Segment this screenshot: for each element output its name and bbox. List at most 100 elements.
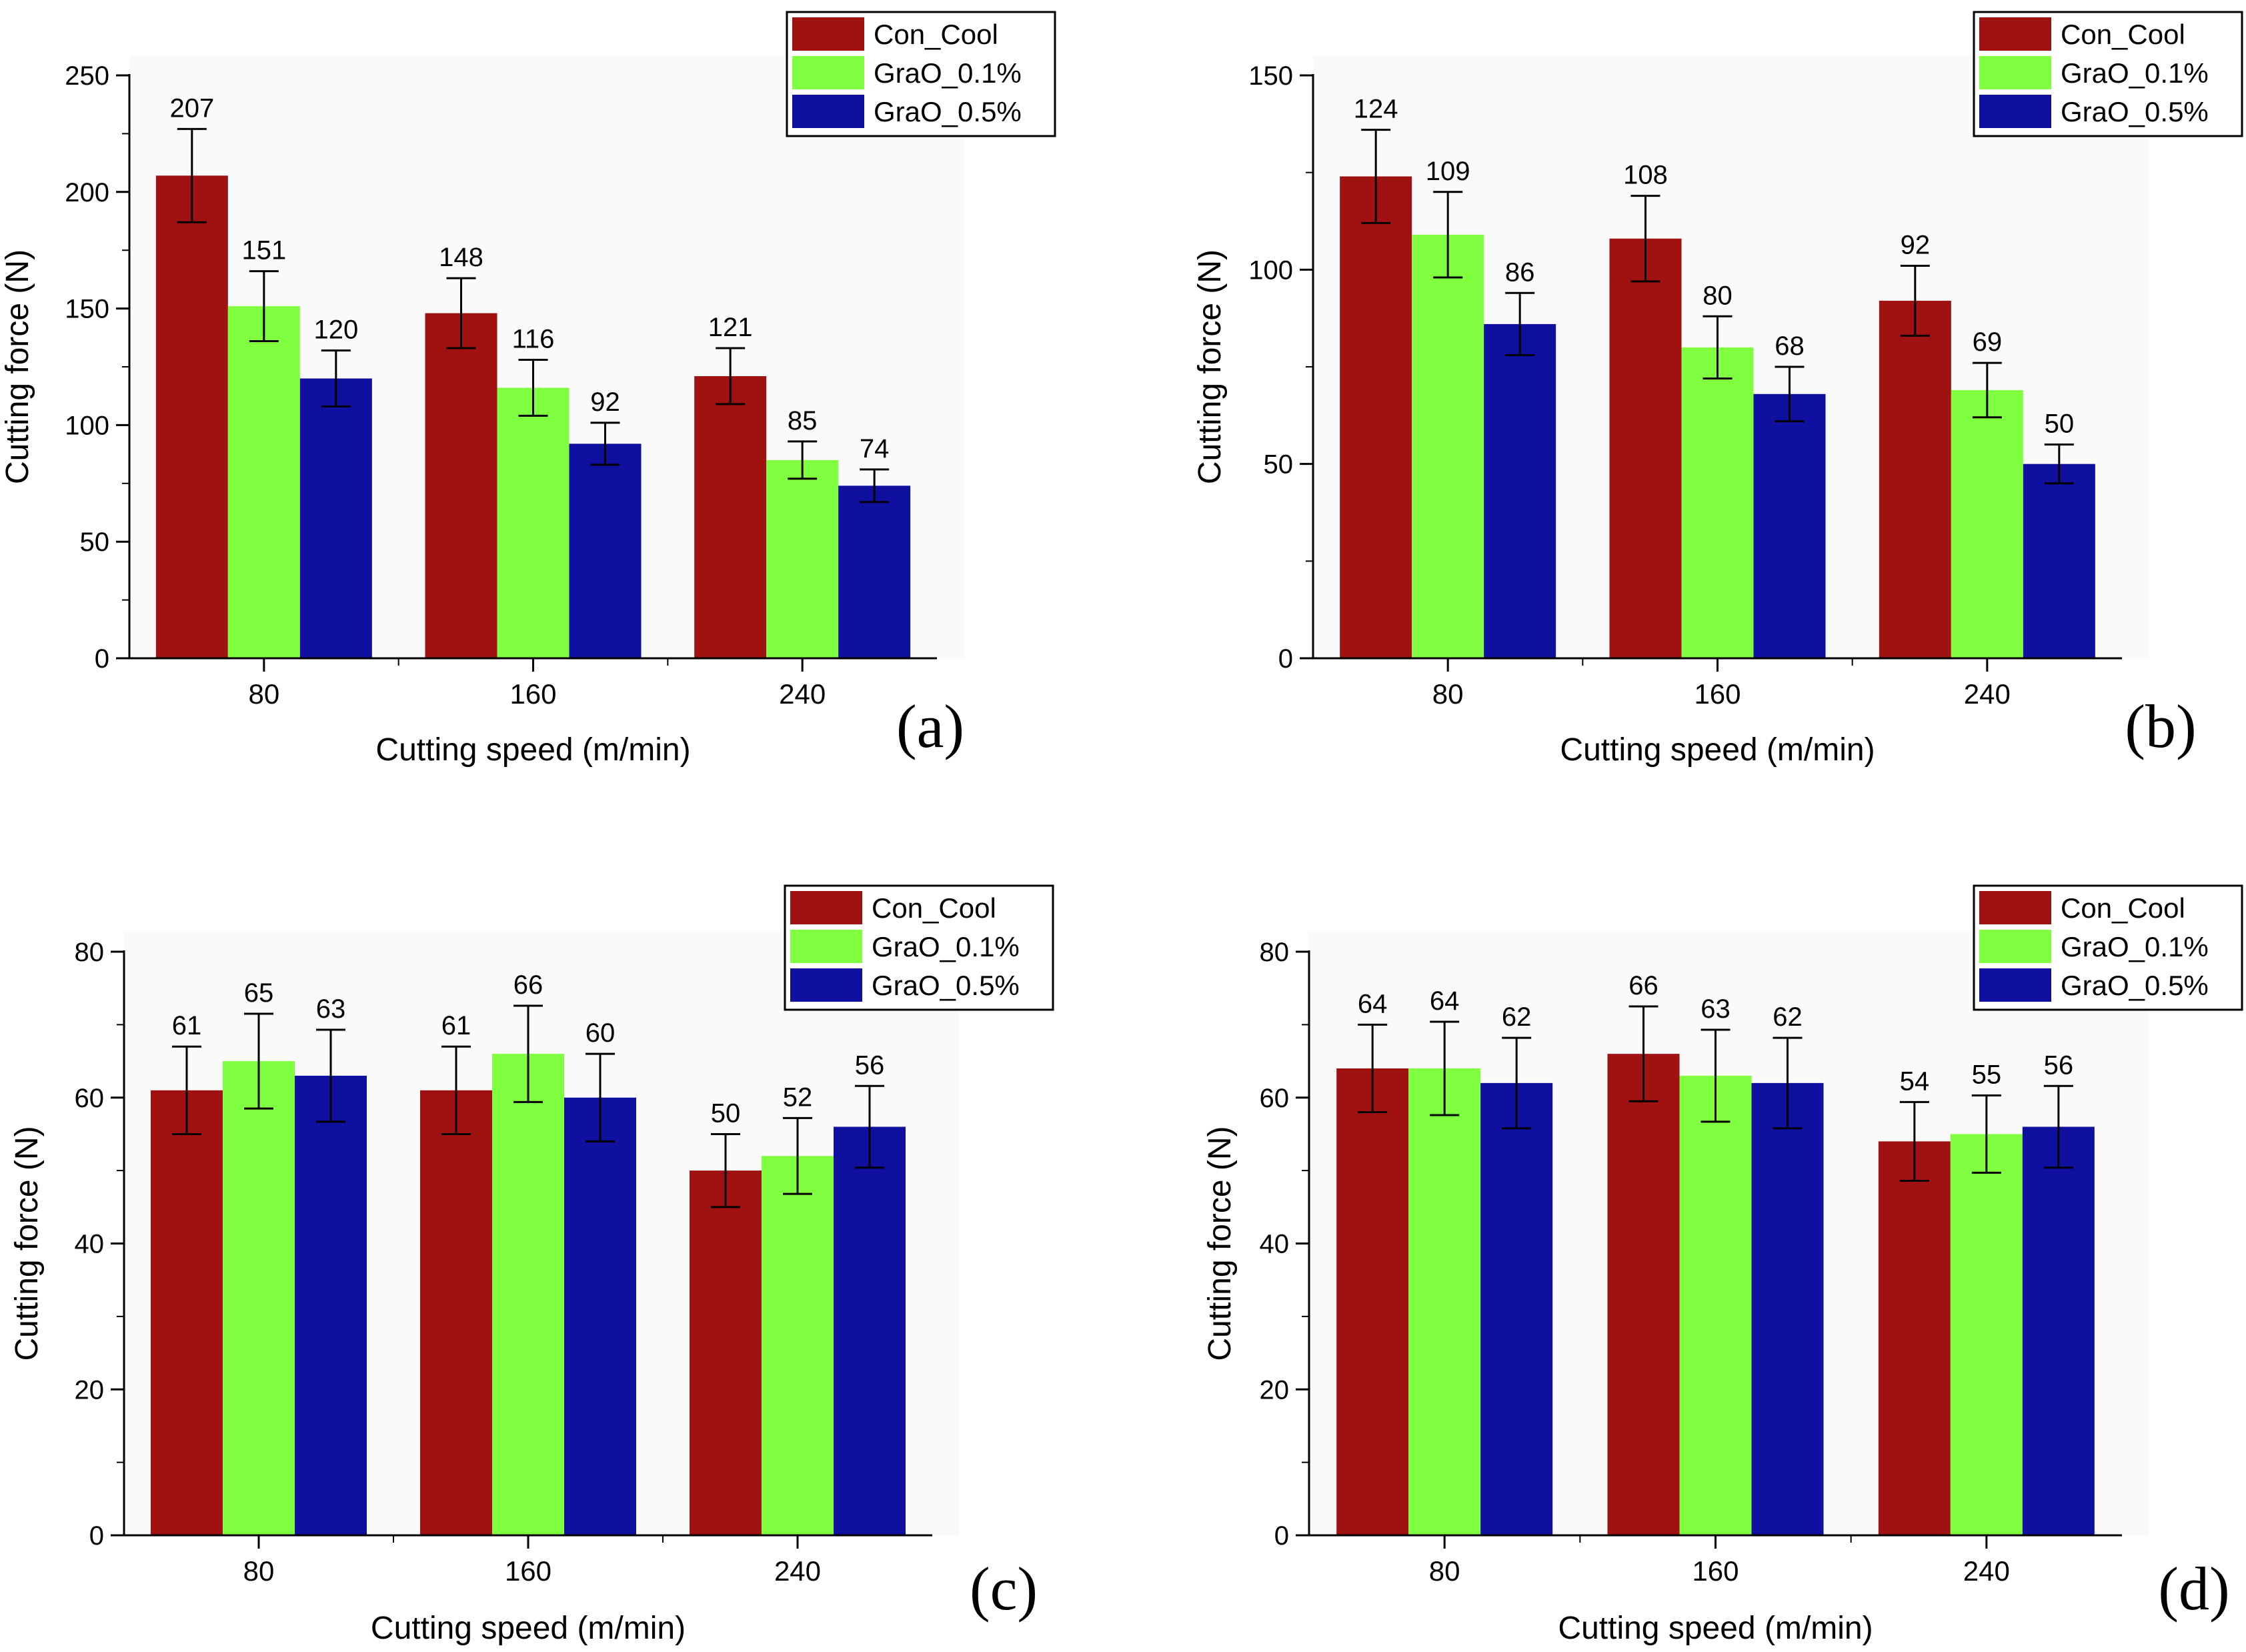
chart-panel-c: 61 61 50 65 66 52 63 60 56 0 20 40 60 80 80 160 240 Cutti…: [9, 884, 1054, 1646]
bar-grao-0-1--160: [497, 387, 570, 658]
legend-label: GraO_0.5%: [2061, 970, 2209, 1001]
y-tick-label: 200: [65, 178, 109, 207]
bar-grao-0-1--240: [1951, 389, 2023, 658]
x-tick-label: 80: [1429, 1555, 1460, 1587]
data-label: 50: [2045, 409, 2075, 439]
data-label: 151: [241, 236, 286, 265]
x-axis-title: Cutting speed (m/min): [375, 732, 690, 768]
bar-grao-0-5--160: [1753, 393, 1826, 658]
data-label: 60: [586, 1018, 616, 1048]
data-label: 68: [1775, 331, 1805, 361]
data-label: 65: [244, 978, 274, 1008]
x-tick-label: 160: [505, 1555, 551, 1587]
legend-label: GraO_0.1%: [874, 57, 1022, 89]
y-tick-label: 40: [1260, 1230, 1290, 1259]
bar-con-cool-80: [151, 1090, 223, 1535]
bar-grao-0-1--160: [1679, 1075, 1752, 1535]
x-tick-label: 240: [779, 678, 826, 710]
y-tick-label: 60: [75, 1084, 105, 1113]
y-tick-label: 50: [80, 528, 110, 557]
data-label: 62: [1502, 1002, 1532, 1032]
y-tick-label: 80: [75, 938, 105, 967]
data-label: 52: [783, 1082, 813, 1112]
bar-grao-0-1--80: [1408, 1068, 1481, 1535]
bar-grao-0-5--80: [295, 1075, 367, 1535]
x-axis-title: Cutting speed (m/min): [1560, 732, 1875, 768]
data-label: 116: [512, 325, 555, 354]
x-tick-label: 160: [1694, 678, 1741, 710]
data-label: 148: [439, 243, 483, 272]
data-label: 64: [1430, 986, 1460, 1016]
y-tick-label: 150: [65, 295, 109, 324]
x-tick-label: 160: [509, 678, 556, 710]
y-tick-label: 20: [75, 1375, 105, 1405]
legend: Con_Cool GraO_0.1% GraO_0.5%: [1973, 884, 2243, 1011]
legend-label: Con_Cool: [872, 892, 996, 924]
bar-con-cool-80: [1336, 1068, 1409, 1535]
data-label: 63: [316, 994, 346, 1024]
y-tick-label: 50: [1264, 450, 1294, 480]
bar-grao-0-5--240: [2023, 464, 2095, 658]
legend-swatch: [1979, 930, 2051, 963]
legend-label: GraO_0.1%: [2061, 57, 2209, 89]
y-tick-label: 0: [95, 644, 109, 674]
bar-grao-0-5--240: [834, 1126, 906, 1535]
y-axis-title: Cutting force (N): [1192, 249, 1228, 484]
panel-tag: (a): [896, 692, 964, 760]
legend: Con_Cool GraO_0.1% GraO_0.5%: [784, 884, 1054, 1011]
x-tick-label: 160: [1692, 1555, 1739, 1587]
panel-tag: (d): [2158, 1555, 2229, 1623]
legend-swatch: [1979, 891, 2051, 924]
panel-tag: (c): [970, 1555, 1038, 1623]
legend: Con_Cool GraO_0.1% GraO_0.5%: [786, 11, 1056, 137]
y-tick-label: 150: [1248, 61, 1293, 91]
y-axis-title: Cutting force (N): [9, 1126, 45, 1361]
legend-label: Con_Cool: [2061, 19, 2185, 50]
y-tick-label: 80: [1260, 938, 1290, 967]
legend-label: GraO_0.5%: [2061, 96, 2209, 127]
x-tick-label: 80: [1432, 678, 1464, 710]
data-label: 55: [1972, 1060, 2002, 1089]
data-label: 121: [708, 313, 753, 342]
y-tick-label: 20: [1260, 1375, 1290, 1405]
legend-swatch: [1979, 17, 2051, 51]
bar-grao-0-5--160: [564, 1097, 636, 1535]
x-tick-label: 240: [774, 1555, 821, 1587]
bar-con-cool-160: [420, 1090, 492, 1535]
legend-swatch: [792, 17, 864, 51]
data-label: 124: [1354, 95, 1398, 124]
data-label: 61: [441, 1011, 471, 1040]
bar-con-cool-80: [155, 175, 228, 658]
legend-swatch: [1979, 968, 2051, 1002]
bar-con-cool-160: [1607, 1054, 1680, 1535]
legend-label: GraO_0.5%: [874, 96, 1022, 127]
x-tick-label: 80: [243, 1555, 275, 1587]
y-tick-label: 0: [1274, 1521, 1289, 1551]
bar-grao-0-1--80: [227, 306, 300, 658]
bar-grao-0-1--80: [1412, 234, 1484, 659]
y-tick-label: 100: [65, 411, 109, 440]
bar-con-cool-80: [1340, 176, 1412, 658]
panel-tag: (b): [2125, 692, 2196, 760]
legend-swatch: [790, 891, 862, 924]
bar-grao-0-5--80: [1480, 1082, 1553, 1535]
data-label: 56: [855, 1050, 885, 1080]
bar-grao-0-1--80: [223, 1061, 295, 1535]
bar-grao-0-1--240: [766, 460, 839, 658]
data-label: 66: [513, 970, 543, 1000]
x-tick-label: 80: [248, 678, 279, 710]
legend-label: Con_Cool: [874, 19, 998, 50]
bar-grao-0-1--240: [762, 1156, 834, 1535]
data-label: 80: [1703, 281, 1733, 310]
legend-swatch: [792, 56, 864, 89]
chart-panel-a: 207 148 121 151 116 85 120 92 74 0 50 100 150 200 250 8…: [0, 11, 1056, 768]
legend: Con_Cool GraO_0.1% GraO_0.5%: [1973, 11, 2243, 137]
data-label: 109: [1426, 157, 1470, 186]
data-label: 108: [1623, 161, 1668, 190]
bar-grao-0-5--160: [1751, 1082, 1824, 1535]
data-label: 207: [169, 93, 214, 123]
data-label: 63: [1701, 994, 1731, 1024]
data-label: 64: [1358, 989, 1388, 1018]
y-tick-label: 40: [75, 1230, 105, 1259]
data-label: 74: [860, 434, 890, 464]
